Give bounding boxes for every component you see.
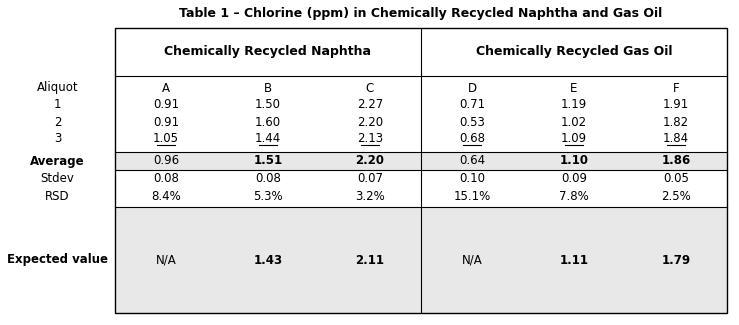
Text: 2.20: 2.20 <box>357 115 383 128</box>
Text: 1.11: 1.11 <box>559 254 588 266</box>
Text: D: D <box>468 82 477 95</box>
Text: Table 1 – Chlorine (ppm) in Chemically Recycled Naphtha and Gas Oil: Table 1 – Chlorine (ppm) in Chemically R… <box>180 6 663 20</box>
Text: 2.11: 2.11 <box>355 254 384 266</box>
Text: B: B <box>264 82 272 95</box>
Text: 2: 2 <box>54 115 61 128</box>
Text: Aliquot: Aliquot <box>37 82 78 95</box>
Text: 5.3%: 5.3% <box>253 189 283 202</box>
Bar <box>115 152 727 170</box>
Text: 0.64: 0.64 <box>459 154 485 167</box>
Text: 7.8%: 7.8% <box>559 189 589 202</box>
Text: 1.44: 1.44 <box>255 133 281 146</box>
Text: 0.91: 0.91 <box>153 98 179 111</box>
Text: 2.27: 2.27 <box>357 98 383 111</box>
Text: 1.82: 1.82 <box>663 115 689 128</box>
Text: 1.79: 1.79 <box>661 254 690 266</box>
Text: 2.13: 2.13 <box>357 133 383 146</box>
Text: 3: 3 <box>54 133 61 146</box>
Text: A: A <box>162 82 170 95</box>
Text: 1.86: 1.86 <box>661 154 691 167</box>
Text: 1.60: 1.60 <box>255 115 281 128</box>
Bar <box>115 28 727 313</box>
Text: RSD: RSD <box>45 189 69 202</box>
Text: N/A: N/A <box>462 254 483 266</box>
Text: 1.51: 1.51 <box>253 154 282 167</box>
Text: Stdev: Stdev <box>41 173 75 186</box>
Text: F: F <box>672 82 679 95</box>
Bar <box>115 207 727 313</box>
Text: 0.08: 0.08 <box>153 173 179 186</box>
Text: Average: Average <box>30 154 85 167</box>
Text: N/A: N/A <box>156 254 177 266</box>
Text: 1.09: 1.09 <box>561 133 587 146</box>
Text: Chemically Recycled Gas Oil: Chemically Recycled Gas Oil <box>476 46 672 58</box>
Text: 1.91: 1.91 <box>663 98 689 111</box>
Text: 0.08: 0.08 <box>255 173 281 186</box>
Text: 1.19: 1.19 <box>561 98 587 111</box>
Text: 0.71: 0.71 <box>459 98 485 111</box>
Text: 0.53: 0.53 <box>459 115 485 128</box>
Text: 1.50: 1.50 <box>255 98 281 111</box>
Text: 1.02: 1.02 <box>561 115 587 128</box>
Text: E: E <box>571 82 578 95</box>
Text: 1.43: 1.43 <box>253 254 282 266</box>
Text: 1.10: 1.10 <box>559 154 588 167</box>
Text: Chemically Recycled Naphtha: Chemically Recycled Naphtha <box>165 46 372 58</box>
Text: 0.68: 0.68 <box>459 133 485 146</box>
Text: 1.05: 1.05 <box>153 133 179 146</box>
Text: 2.20: 2.20 <box>355 154 384 167</box>
Text: 0.96: 0.96 <box>153 154 179 167</box>
Text: 1: 1 <box>54 98 61 111</box>
Text: 15.1%: 15.1% <box>453 189 491 202</box>
Text: 0.07: 0.07 <box>357 173 383 186</box>
Text: 8.4%: 8.4% <box>151 189 181 202</box>
Text: 2.5%: 2.5% <box>661 189 691 202</box>
Text: 0.10: 0.10 <box>459 173 485 186</box>
Text: 0.09: 0.09 <box>561 173 587 186</box>
Text: 3.2%: 3.2% <box>355 189 385 202</box>
Text: Expected value: Expected value <box>7 254 108 266</box>
Text: C: C <box>366 82 374 95</box>
Text: 0.91: 0.91 <box>153 115 179 128</box>
Text: 0.05: 0.05 <box>663 173 689 186</box>
Text: 1.84: 1.84 <box>663 133 689 146</box>
